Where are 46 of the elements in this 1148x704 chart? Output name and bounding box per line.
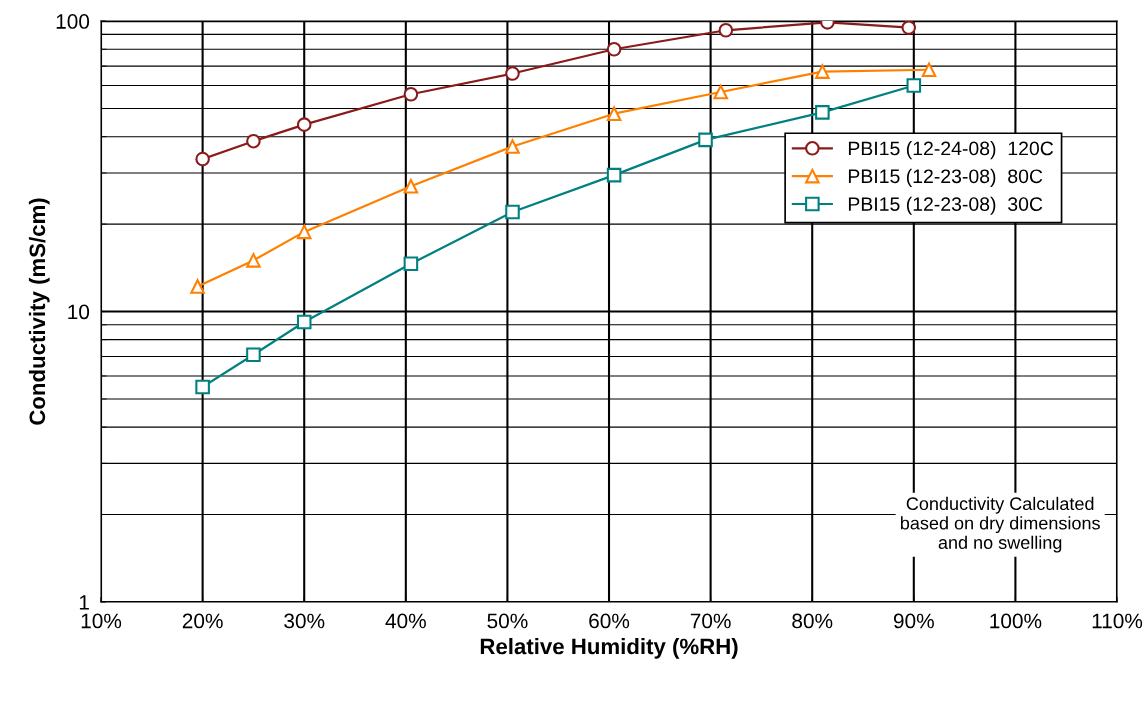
legend-label: PBI15 (12-23-08) 30C <box>848 196 1043 215</box>
x-tick-label: 10% <box>81 613 122 629</box>
point <box>296 117 312 132</box>
legend-label: PBI15 (12-23-08) 80C <box>848 168 1043 187</box>
point <box>718 22 734 38</box>
point <box>606 41 622 57</box>
point <box>403 178 419 194</box>
point <box>921 62 937 78</box>
x-tick-label: 60% <box>589 613 630 629</box>
point <box>606 167 622 183</box>
x-tick-label: 110% <box>1092 613 1143 629</box>
point <box>505 139 520 154</box>
point <box>195 151 210 167</box>
x-tick-label: 70% <box>690 613 731 629</box>
point <box>246 253 261 268</box>
annotation: Conductivity Calculated based on dry dimensions and no swelling <box>900 496 1100 553</box>
point <box>906 78 922 93</box>
point <box>505 204 520 220</box>
point <box>195 379 210 395</box>
x-tick-label: 50% <box>487 613 528 629</box>
point <box>815 64 830 79</box>
x-tick-label: 90% <box>893 613 934 629</box>
x-tick-label: 80% <box>792 613 833 629</box>
point <box>713 84 729 100</box>
point <box>505 66 520 81</box>
point <box>296 314 312 330</box>
y-tick-label: 1 <box>79 595 89 610</box>
legend-label: PBI15 (12-24-08) 120C <box>848 141 1054 160</box>
point <box>296 224 312 240</box>
point <box>246 347 261 363</box>
point <box>190 279 205 294</box>
point <box>698 132 713 148</box>
y-tick-label: 10 <box>68 304 90 320</box>
point <box>606 106 622 121</box>
x-tick-label: 40% <box>385 613 426 629</box>
y-axis-title: Conductivity (mS/cm) <box>28 198 50 425</box>
x-tick-label: 20% <box>182 613 223 629</box>
x-tick-label: 30% <box>284 613 325 629</box>
x-axis-title: Relative Humidity (%RH) <box>480 638 738 659</box>
point <box>403 256 419 272</box>
y-tick-label: 100 <box>56 14 90 29</box>
point <box>403 86 419 102</box>
point <box>246 133 261 149</box>
point <box>901 21 917 35</box>
x-tick-label: 100% <box>990 613 1042 629</box>
point <box>815 105 830 120</box>
